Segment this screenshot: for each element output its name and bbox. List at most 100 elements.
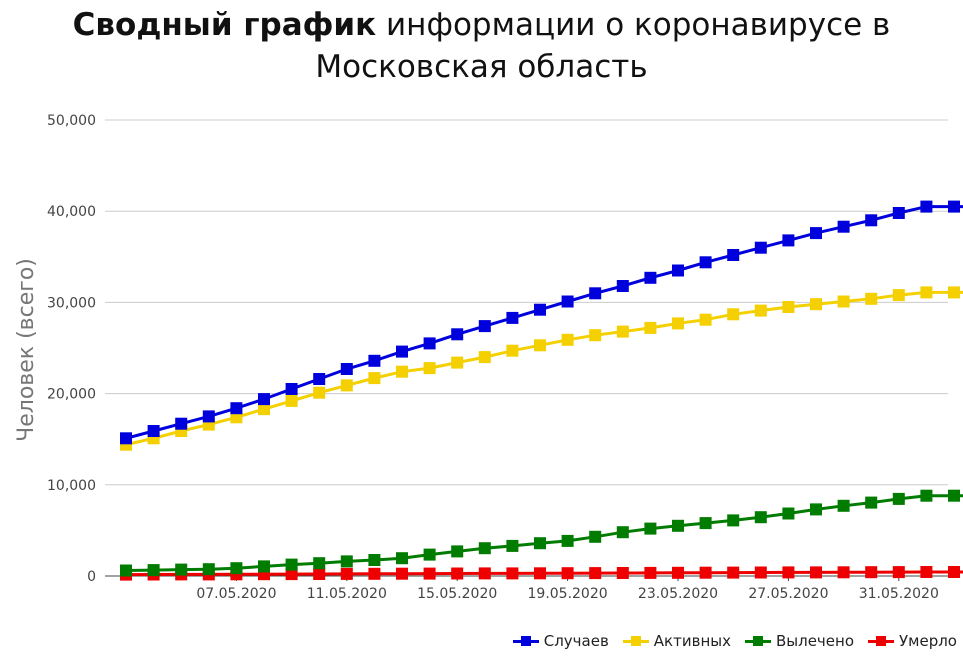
data-point — [561, 333, 574, 346]
data-point — [920, 566, 933, 578]
data-point — [727, 249, 740, 261]
chart-title-bold: Сводный график — [72, 7, 377, 43]
data-point — [285, 558, 298, 571]
legend-label: Активных — [653, 632, 731, 650]
data-point — [506, 344, 519, 357]
data-point — [396, 345, 408, 358]
data-point — [782, 234, 795, 247]
data-point — [423, 337, 436, 350]
data-point — [313, 557, 326, 570]
data-point — [230, 411, 243, 424]
data-point — [396, 365, 408, 378]
legend-item[interactable]: Вылечено — [744, 632, 854, 650]
data-point — [451, 356, 464, 369]
x-tick-label: 19.05.2020 — [528, 586, 608, 602]
x-tick-label: 15.05.2020 — [417, 586, 497, 602]
data-point — [478, 351, 491, 364]
data-point — [313, 373, 326, 385]
data-point — [672, 264, 684, 277]
x-tick-label: 11.05.2020 — [307, 586, 387, 602]
chart-title-line1: Сводный график информации о коронавирусе… — [0, 4, 963, 46]
data-point — [285, 394, 298, 407]
data-point — [230, 562, 243, 575]
y-tick-label: 50,000 — [47, 113, 96, 129]
data-point — [616, 325, 629, 338]
data-point — [285, 568, 298, 581]
data-point — [727, 566, 740, 579]
data-point — [202, 563, 215, 576]
data-point — [175, 563, 188, 576]
data-point — [285, 383, 298, 395]
data-point — [782, 507, 795, 520]
data-point — [423, 567, 436, 580]
data-point — [782, 301, 795, 313]
data-point — [837, 499, 850, 512]
legend-item[interactable]: Случаев — [512, 632, 609, 650]
data-point — [727, 308, 740, 321]
data-point — [948, 200, 960, 213]
data-point — [368, 372, 381, 385]
y-tick-label: 20,000 — [47, 387, 96, 403]
data-point — [147, 425, 160, 437]
legend-swatch — [512, 635, 539, 647]
data-point — [368, 354, 381, 367]
series-2 — [120, 286, 963, 451]
data-point — [258, 560, 270, 573]
y-tick-label: 30,000 — [47, 295, 96, 311]
data-point — [396, 567, 408, 580]
data-point — [616, 280, 629, 292]
legend-label: Умерло — [899, 632, 957, 650]
data-point — [368, 567, 381, 580]
y-tick-label: 10,000 — [47, 478, 96, 494]
data-point — [727, 514, 740, 527]
y-axis-label: Человек (всего) — [14, 258, 39, 442]
data-point — [892, 207, 905, 219]
data-point — [589, 329, 602, 342]
data-point — [340, 555, 353, 568]
legend-item[interactable]: Умерло — [868, 632, 957, 650]
data-point — [672, 566, 684, 579]
data-point — [368, 554, 381, 566]
data-point — [340, 363, 353, 375]
x-tick-label: 27.05.2020 — [748, 586, 828, 602]
data-point — [451, 545, 464, 558]
data-point — [837, 295, 850, 308]
data-point — [865, 292, 878, 305]
data-point — [561, 534, 574, 547]
data-point — [120, 564, 132, 577]
data-point — [865, 496, 878, 509]
data-point — [810, 566, 822, 579]
data-point — [589, 530, 602, 543]
legend: Случаев Активных Вылечено Умерло — [512, 628, 957, 654]
data-point — [616, 526, 629, 539]
data-point — [892, 566, 905, 579]
data-point — [810, 298, 822, 311]
data-point — [534, 339, 546, 352]
chart-title: Сводный график информации о коронавирусе… — [0, 4, 963, 88]
series-1 — [120, 200, 963, 445]
data-point — [423, 362, 436, 375]
data-point — [423, 548, 436, 561]
data-point — [589, 567, 602, 580]
data-point — [340, 379, 353, 392]
data-point — [782, 566, 795, 579]
data-point — [948, 566, 960, 578]
legend-swatch — [744, 635, 771, 647]
data-point — [258, 403, 270, 416]
data-point — [506, 539, 519, 552]
gridlines — [105, 119, 948, 486]
data-point — [478, 320, 491, 333]
data-point — [644, 566, 657, 579]
data-point — [534, 537, 546, 550]
data-point — [534, 303, 546, 316]
data-point — [506, 567, 519, 580]
y-tick-label: 0 — [87, 569, 96, 585]
data-point — [699, 517, 712, 530]
data-point — [589, 287, 602, 300]
data-point — [754, 511, 767, 524]
data-point — [340, 567, 353, 580]
data-point — [699, 566, 712, 579]
data-point — [644, 271, 657, 284]
legend-item[interactable]: Активных — [622, 632, 731, 650]
legend-label: Случаев — [543, 632, 609, 650]
